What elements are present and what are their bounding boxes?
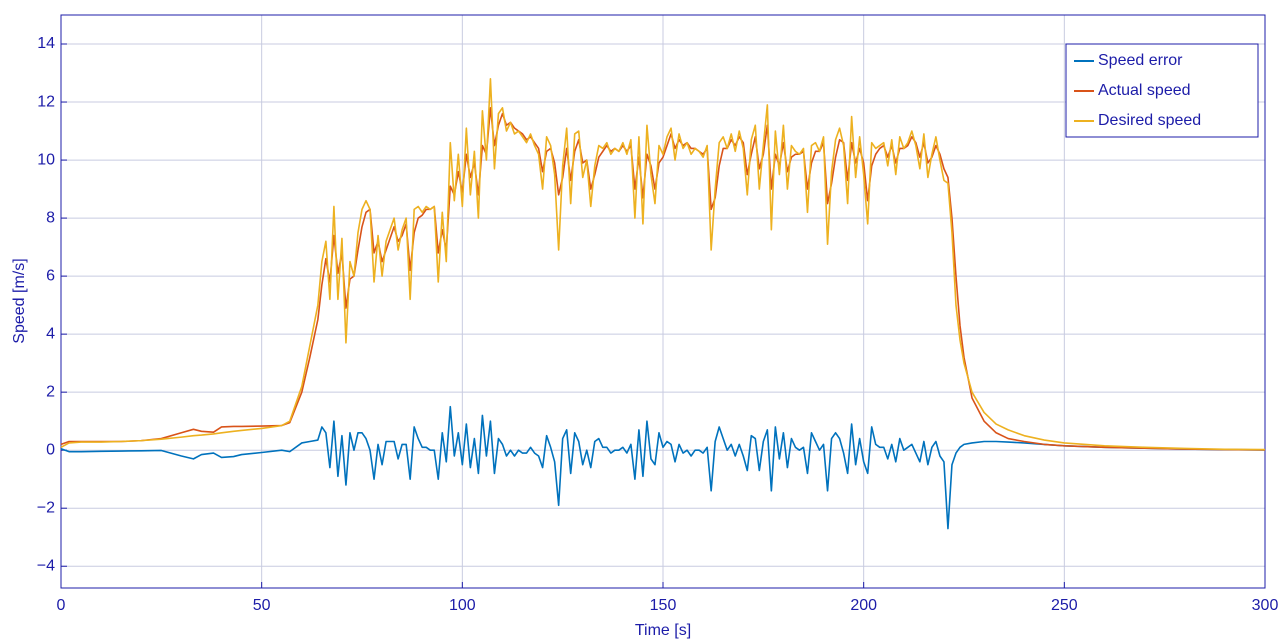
plot-frame bbox=[60, 14, 1266, 589]
y-axis-label: Speed [m/s] bbox=[11, 258, 28, 343]
x-tick-label: 250 bbox=[1051, 597, 1078, 614]
legend-label: Speed error bbox=[1098, 52, 1183, 69]
y-tick-label: 8 bbox=[46, 209, 55, 226]
legend-box bbox=[1065, 43, 1259, 138]
x-tick-label: 150 bbox=[650, 597, 677, 614]
x-tick-label: 300 bbox=[1252, 597, 1279, 614]
x-tick-label: 100 bbox=[449, 597, 476, 614]
y-tick-label: 0 bbox=[46, 441, 55, 458]
x-tick-label: 200 bbox=[850, 597, 877, 614]
y-tick-label: 6 bbox=[46, 267, 55, 284]
series-line bbox=[60, 405, 1266, 530]
y-tick-label: 10 bbox=[37, 151, 55, 168]
series-line bbox=[60, 78, 1266, 451]
legend-label: Actual speed bbox=[1098, 82, 1191, 99]
y-tick-label: 12 bbox=[37, 93, 55, 110]
y-tick-label: 4 bbox=[46, 325, 55, 342]
y-tick-label: −4 bbox=[37, 557, 55, 574]
x-tick-label: 50 bbox=[253, 597, 271, 614]
x-axis-label: Time [s] bbox=[635, 622, 691, 639]
y-tick-label: −2 bbox=[37, 499, 55, 516]
y-tick-label: 2 bbox=[46, 383, 55, 400]
y-tick-label: 14 bbox=[37, 35, 55, 52]
x-tick-label: 0 bbox=[57, 597, 66, 614]
legend-label: Desired speed bbox=[1098, 112, 1201, 129]
